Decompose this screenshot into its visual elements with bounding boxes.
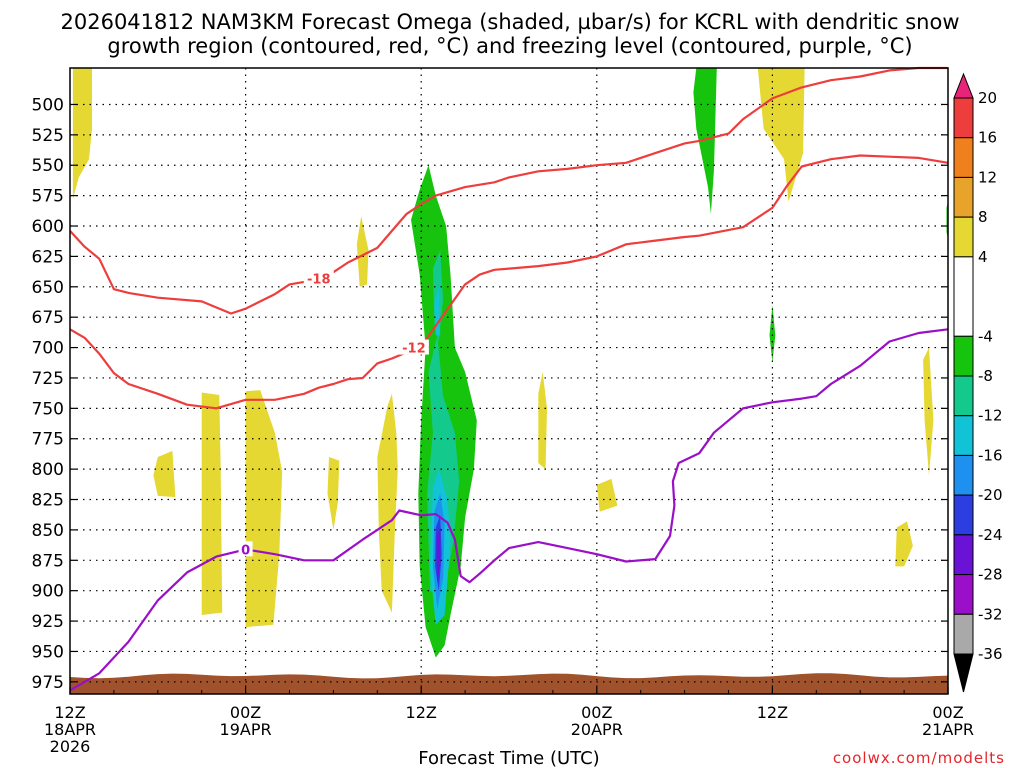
colorbar-bin-11 — [953, 534, 974, 576]
contour-lines: -18 -12 0 — [69, 66, 949, 692]
colorbar-arrow-bottom — [953, 653, 974, 693]
contour-label-1: -12 — [402, 342, 426, 357]
x-tick-label-2-0: 12Z — [406, 703, 437, 722]
omega-area-0 — [72, 68, 92, 200]
colorbar-bin-4 — [953, 216, 974, 258]
colorbar-label-5: -4 — [978, 327, 993, 345]
y-tick-label-600: 600 — [32, 217, 64, 237]
omega-area-1 — [153, 450, 176, 498]
colorbar-label-4: 4 — [978, 248, 988, 266]
contour-label-2: 0 — [241, 543, 250, 558]
y-tick-label-500: 500 — [32, 95, 64, 115]
omega-area-4 — [327, 457, 340, 530]
contour-label-bg-2 — [238, 541, 253, 557]
x-axis-label: Forecast Time (UTC) — [418, 748, 599, 768]
colorbar-label-12: -32 — [978, 605, 1003, 623]
colorbar-label-11: -28 — [978, 566, 1003, 584]
colorbar-label-6: -8 — [978, 367, 993, 385]
credit-text: coolwx.com/modelts — [833, 749, 1005, 767]
y-tick-label-625: 625 — [32, 247, 64, 267]
contour-label-bg-0 — [303, 270, 334, 286]
colorbar-label-7: -12 — [978, 407, 1003, 425]
y-axis: 500 525 550 575 600 625 650 675 700 725 750 775 800 8… — [32, 95, 948, 693]
x-tick-label-0-0: 12Z — [54, 703, 85, 722]
colorbar-label-2: 12 — [978, 168, 997, 186]
x-tick-label-1-0: 00Z — [230, 703, 261, 722]
ground-layer — [70, 673, 948, 694]
x-tick-label-0-2: 2026 — [50, 737, 91, 756]
y-tick-label-525: 525 — [32, 126, 64, 146]
x-tick-label-0-1: 18APR — [44, 720, 96, 739]
colorbar-label-9: -20 — [978, 486, 1003, 504]
contour-label-bg-1 — [398, 339, 429, 355]
chart-title-line1: 2026041812 NAM3KM Forecast Omega (shaded… — [61, 10, 960, 34]
y-tick-label-975: 975 — [32, 673, 64, 693]
colorbar-label-1: 16 — [978, 129, 997, 147]
colorbar-bin-5 — [953, 256, 974, 337]
y-tick-label-950: 950 — [32, 642, 64, 662]
colorbar-label-10: -24 — [978, 526, 1003, 544]
ground-band — [70, 673, 948, 694]
y-tick-label-650: 650 — [32, 278, 64, 298]
colorbar-bin-13 — [953, 613, 974, 655]
omega-area-7 — [538, 371, 547, 470]
y-tick-label-925: 925 — [32, 612, 64, 632]
omega-shading — [72, 68, 948, 658]
y-tick-label-575: 575 — [32, 187, 64, 207]
omega-area-10 — [895, 521, 913, 567]
omega-area-2 — [201, 392, 223, 615]
colorbar-bin-9 — [953, 454, 974, 496]
y-tick-label-800: 800 — [32, 460, 64, 480]
y-tick-label-725: 725 — [32, 369, 64, 389]
omega-area-22 — [436, 527, 441, 583]
colorbar-bin-2 — [953, 137, 974, 178]
colorbar-bin-10 — [953, 494, 974, 536]
chart-title-line2: growth region (contoured, red, °C) and f… — [107, 34, 912, 58]
colorbar-bin-8 — [953, 415, 974, 456]
x-tick-label-5-0: 00Z — [932, 703, 963, 722]
y-tick-label-850: 850 — [32, 521, 64, 541]
omega-area-6 — [377, 393, 398, 613]
colorbar-arrow-top — [953, 72, 974, 99]
contour-line-1 — [69, 154, 949, 410]
colorbar-label-13: -36 — [978, 645, 1003, 663]
colorbar-bin-6 — [953, 335, 974, 377]
omega-area-13 — [769, 305, 776, 363]
y-tick-label-550: 550 — [32, 156, 64, 176]
x-tick-label-3-1: 20APR — [571, 720, 623, 739]
colorbar-label-3: 8 — [978, 208, 988, 226]
omega-area-12 — [693, 68, 717, 214]
colorbar-bin-3 — [953, 176, 974, 218]
contour-line-2 — [69, 328, 949, 692]
colorbar-bin-12 — [953, 574, 974, 615]
y-tick-label-825: 825 — [32, 491, 64, 511]
omega-area-8 — [596, 478, 618, 512]
x-tick-label-1-1: 19APR — [220, 720, 272, 739]
colorbar-bin-1 — [953, 97, 974, 139]
y-tick-label-775: 775 — [32, 430, 64, 450]
colorbar-label-8: -16 — [978, 446, 1003, 464]
colorbar: 20 16 12 8 4 -4 -8 -12 -16 -20 -24 -28 -32 -36 — [953, 72, 1003, 693]
y-tick-label-700: 700 — [32, 339, 64, 359]
omega-area-11 — [923, 347, 934, 476]
x-tick-label-4-0: 12Z — [757, 703, 788, 722]
colorbar-label-0: 20 — [978, 89, 997, 107]
omega-area-3 — [245, 390, 283, 628]
y-tick-label-750: 750 — [32, 399, 64, 419]
y-tick-label-900: 900 — [32, 582, 64, 602]
omega-area-5 — [356, 216, 369, 287]
x-tick-label-3-0: 00Z — [581, 703, 612, 722]
y-tick-label-675: 675 — [32, 308, 64, 328]
gridlines — [70, 68, 948, 694]
contour-label-0: -18 — [307, 272, 331, 287]
colorbar-bin-7 — [953, 375, 974, 417]
x-tick-label-5-1: 21APR — [922, 720, 974, 739]
y-tick-label-875: 875 — [32, 551, 64, 571]
contour-line-0 — [69, 66, 948, 315]
